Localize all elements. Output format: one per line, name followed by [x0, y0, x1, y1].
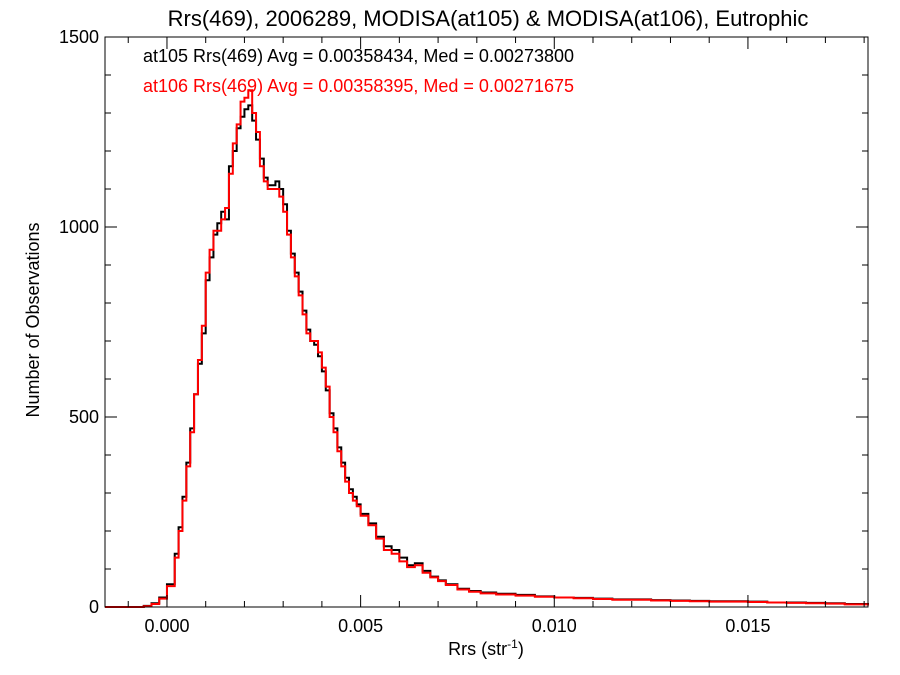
x-tick-label: 0.005: [338, 616, 383, 636]
plot-frame: [104, 36, 869, 608]
y-tick-label: 500: [69, 407, 99, 427]
x-axis-label-close: ): [518, 639, 524, 659]
x-tick-label: 0.000: [144, 616, 189, 636]
y-tick-label: 1000: [59, 217, 99, 237]
x-tick-label: 0.015: [725, 616, 770, 636]
y-tick-label: 1500: [59, 27, 99, 47]
x-axis-label-main: Rrs (str: [448, 639, 507, 659]
annotation-at105: at105 Rrs(469) Avg = 0.00358434, Med = 0…: [143, 46, 574, 66]
x-tick-label: 0.010: [532, 616, 577, 636]
annotation-at106: at106 Rrs(469) Avg = 0.00358395, Med = 0…: [143, 76, 574, 96]
y-axis-label: Number of Observations: [23, 222, 43, 417]
chart-title: Rrs(469), 2006289, MODISA(at105) & MODIS…: [168, 6, 809, 31]
x-axis-label-superscript: -1: [507, 637, 518, 651]
series-1-line: [105, 89, 869, 608]
x-axis-label: Rrs (str-1): [448, 637, 524, 659]
y-tick-label: 0: [89, 597, 99, 617]
